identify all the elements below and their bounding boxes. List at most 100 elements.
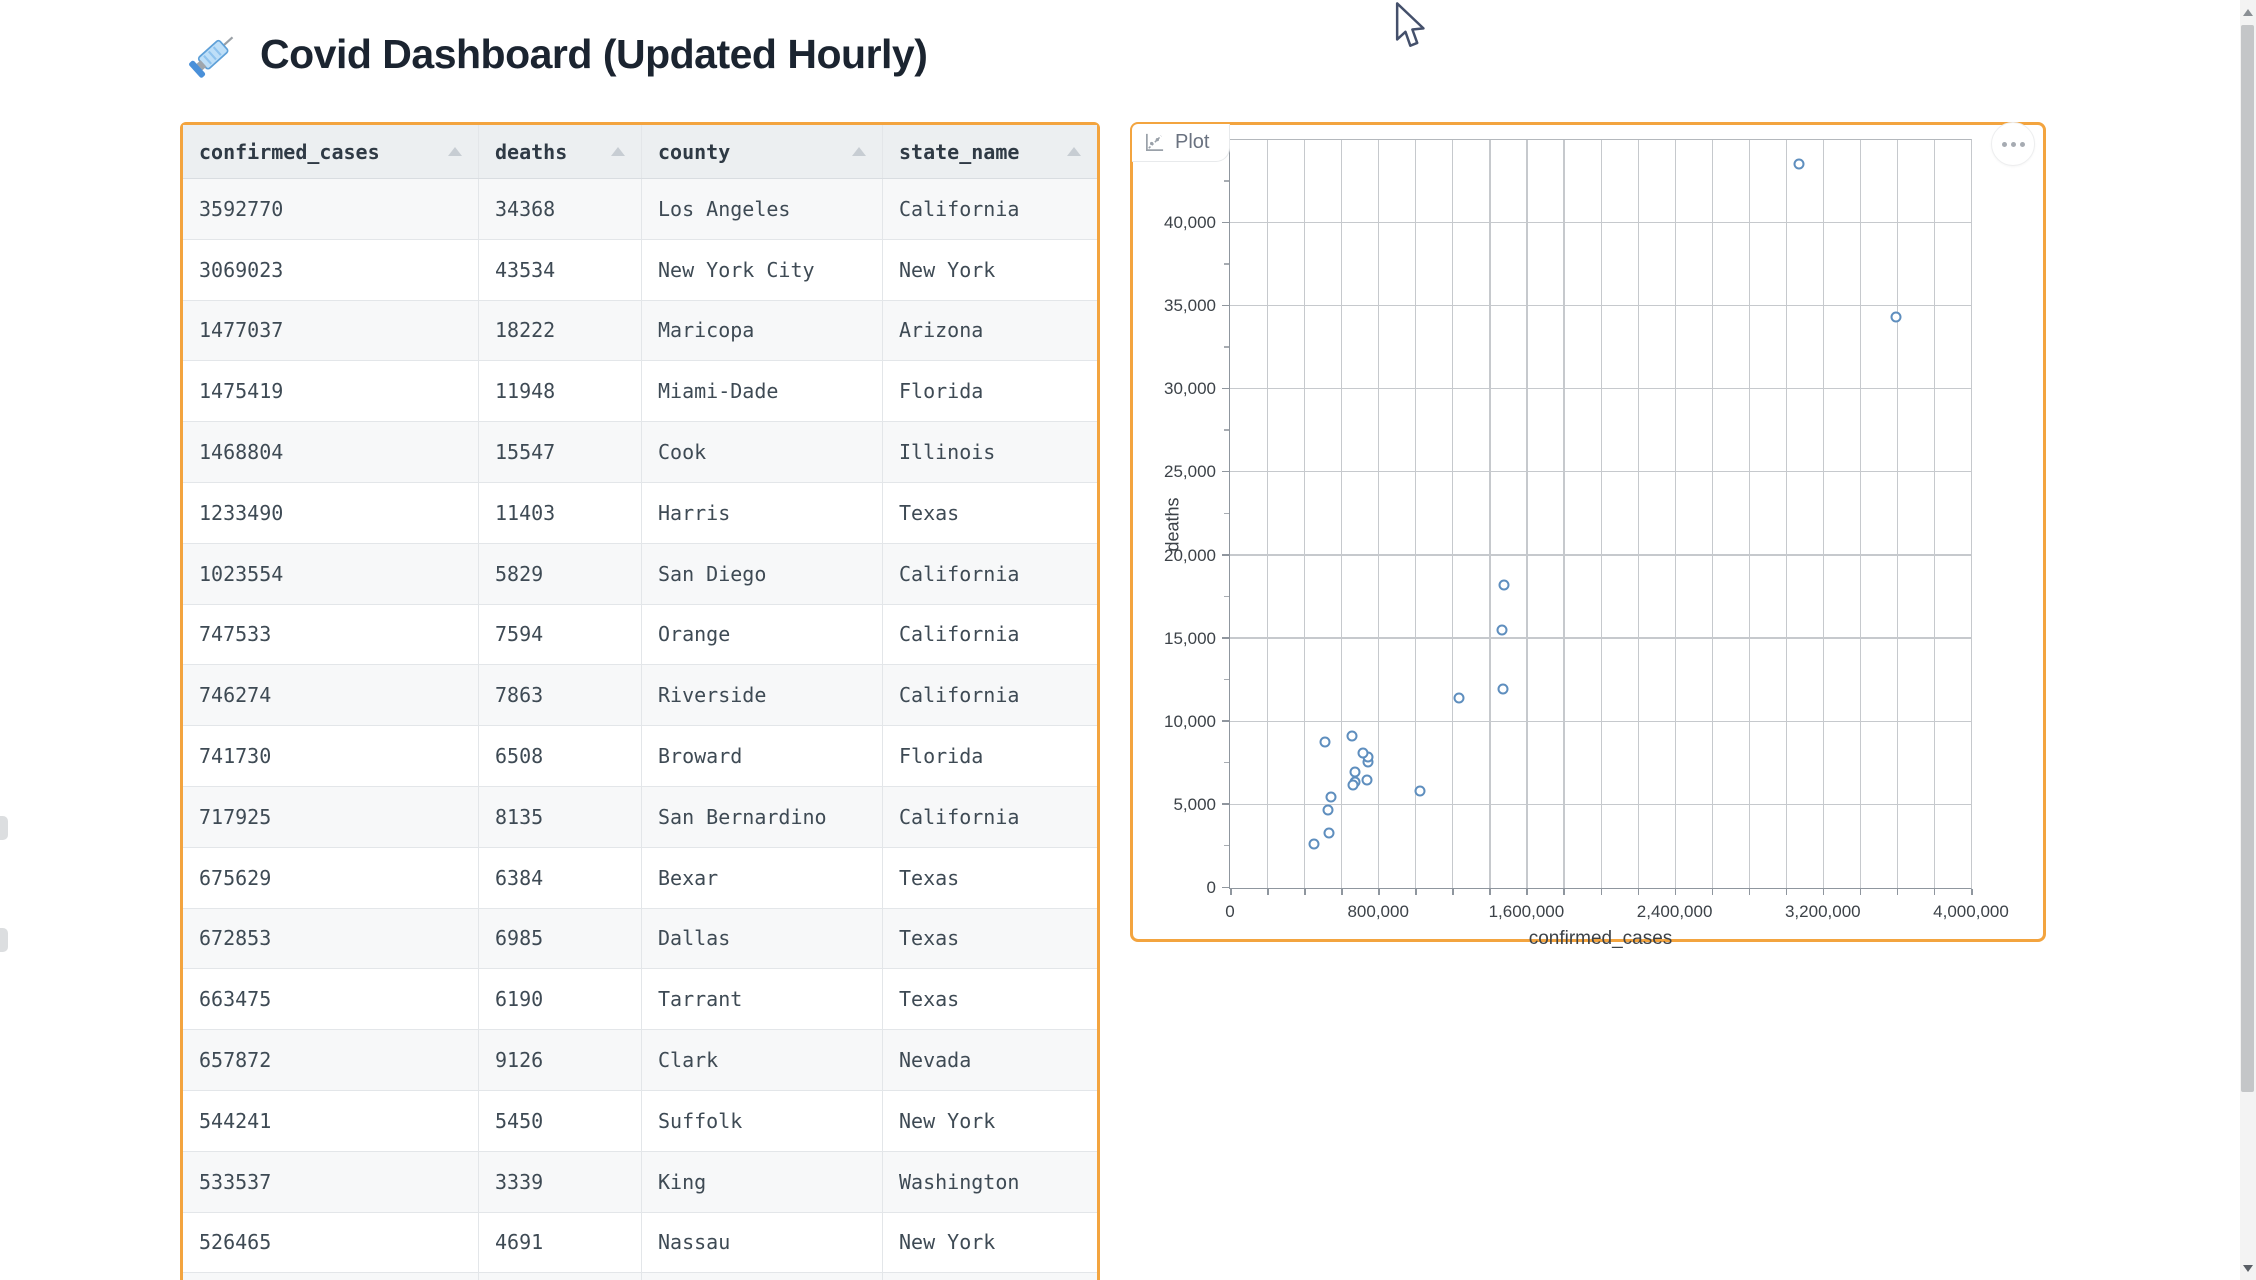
cell-deaths: 6508 (478, 726, 641, 786)
x-gridline (1304, 140, 1306, 888)
cell-county: Maricopa (641, 300, 882, 361)
scatter-point[interactable] (1496, 624, 1508, 636)
x-axis-tick (1600, 889, 1602, 895)
scatter-point[interactable] (1497, 683, 1509, 695)
x-gridline (1785, 140, 1787, 888)
scatter-point[interactable] (1323, 827, 1335, 838)
plot-tab[interactable]: Plot (1132, 124, 1231, 162)
cell-county: San Bernardino (641, 786, 882, 847)
scatter-point[interactable] (1414, 785, 1426, 797)
y-gridline (1230, 720, 1971, 722)
cell-deaths: 8135 (478, 786, 641, 847)
cell-confirmed_cases: 3592770 (199, 196, 284, 221)
window-edge-artifact (0, 816, 8, 840)
scatter-point[interactable] (1498, 579, 1510, 591)
x-gridline (1637, 140, 1639, 888)
x-gridline (1600, 140, 1602, 888)
scatter-point[interactable] (1319, 736, 1331, 748)
scatter-point[interactable] (1325, 791, 1337, 803)
cell-county: Dallas (641, 908, 882, 969)
cell-state_name: Texas (882, 847, 1097, 908)
column-header-county[interactable]: county (641, 125, 882, 178)
cell-county: New York City (641, 239, 882, 300)
y-gridline (1230, 803, 1971, 805)
scrollbar-thumb[interactable] (2241, 25, 2254, 1092)
y-axis-title: deaths (1162, 497, 1183, 552)
cell-state_name: California (882, 786, 1097, 847)
y-gridline (1230, 305, 1971, 307)
x-axis-tick (1563, 889, 1565, 895)
x-axis-tick (1526, 889, 1528, 895)
sort-asc-icon[interactable] (611, 147, 625, 156)
y-axis-tick (1224, 844, 1229, 847)
x-axis-tick (1378, 889, 1380, 895)
table-row: 3069023 43534 New York City New York (183, 239, 1097, 301)
cell-county: Wayne (641, 1273, 882, 1280)
table-row: 746274 7863 Riverside California (183, 665, 1097, 727)
cell-deaths: 11948 (478, 361, 641, 422)
column-label: county (658, 139, 731, 164)
page-scrollbar[interactable] (2240, 0, 2256, 1280)
cell-confirmed_cases: 3069023 (199, 257, 284, 282)
scatter-point[interactable] (1349, 766, 1361, 778)
x-axis-tick (1489, 889, 1491, 895)
scatter-point[interactable] (1347, 779, 1359, 791)
column-label: confirmed_cases (199, 139, 380, 164)
x-axis-tick (1896, 889, 1899, 895)
cell-confirmed_cases: 526465 (199, 1230, 272, 1255)
y-gridline (1230, 388, 1971, 390)
scrollbar-up-button[interactable] (2240, 2, 2256, 22)
cell-state_name: Arizona (882, 300, 1097, 361)
cell-county: San Diego (641, 543, 882, 604)
y-gridline (1230, 637, 1971, 639)
window-edge-artifact (0, 928, 8, 952)
scatter-point[interactable] (1357, 747, 1369, 759)
cell-deaths: 5450 (478, 1090, 641, 1151)
cell-confirmed_cases: 1477037 (199, 318, 284, 343)
mouse-cursor (1395, 2, 1425, 47)
cell-confirmed_cases: 544241 (199, 1108, 272, 1133)
cell-county: Nassau (641, 1212, 882, 1273)
sort-asc-icon[interactable] (1067, 147, 1081, 156)
syringe-icon (189, 36, 234, 78)
table-row: 533537 3339 King Washington (183, 1151, 1097, 1213)
sort-asc-icon[interactable] (448, 147, 462, 156)
scatter-point[interactable] (1453, 692, 1464, 704)
scatter-point[interactable] (1793, 158, 1805, 170)
cell-state_name: Michigan (882, 1273, 1097, 1280)
scatter-point[interactable] (1322, 804, 1334, 816)
y-gridline (1230, 554, 1971, 556)
table-header-row: confirmed_cases deaths county state_name (183, 125, 1097, 179)
x-gridline (1859, 140, 1862, 888)
scatter-point[interactable] (1890, 311, 1902, 323)
cell-confirmed_cases: 1468804 (199, 440, 284, 465)
cell-deaths: 5829 (478, 543, 641, 604)
column-header-deaths[interactable]: deaths (478, 125, 641, 178)
cell-state_name: New York (882, 1090, 1097, 1151)
cell-state_name: New York (882, 1212, 1097, 1273)
scatter-point[interactable] (1361, 774, 1373, 786)
x-tick-label: 800,000 (1347, 902, 1409, 921)
x-axis-tick (1748, 889, 1751, 895)
y-axis-tick (1222, 637, 1229, 639)
x-tick-label: 4,000,000 (1933, 902, 2009, 921)
scatter-point[interactable] (1346, 730, 1358, 742)
y-tick-label: 40,000 (1164, 213, 1216, 233)
cell-deaths: 9126 (478, 1030, 641, 1090)
x-gridline (1452, 140, 1454, 888)
sort-asc-icon[interactable] (852, 147, 866, 156)
cell-confirmed_cases: 1475419 (199, 379, 284, 404)
table-row: 1475419 11948 Miami-Dade Florida (183, 361, 1097, 423)
scroll-down-icon (2243, 1264, 2253, 1272)
column-header-confirmed-cases[interactable]: confirmed_cases (183, 125, 478, 178)
scatter-point[interactable] (1308, 838, 1320, 850)
cell-state_name: California (882, 179, 1097, 239)
plot-menu-button[interactable] (1991, 122, 2035, 166)
cell-deaths: 43534 (478, 239, 641, 300)
cell-deaths: 11403 (478, 482, 641, 543)
scrollbar-down-button[interactable] (2240, 1258, 2256, 1278)
column-header-state-name[interactable]: state_name (882, 125, 1097, 178)
y-axis-tick (1222, 304, 1229, 307)
cell-confirmed_cases: 747533 (199, 622, 272, 647)
y-tick-label: 0 (1206, 878, 1216, 897)
